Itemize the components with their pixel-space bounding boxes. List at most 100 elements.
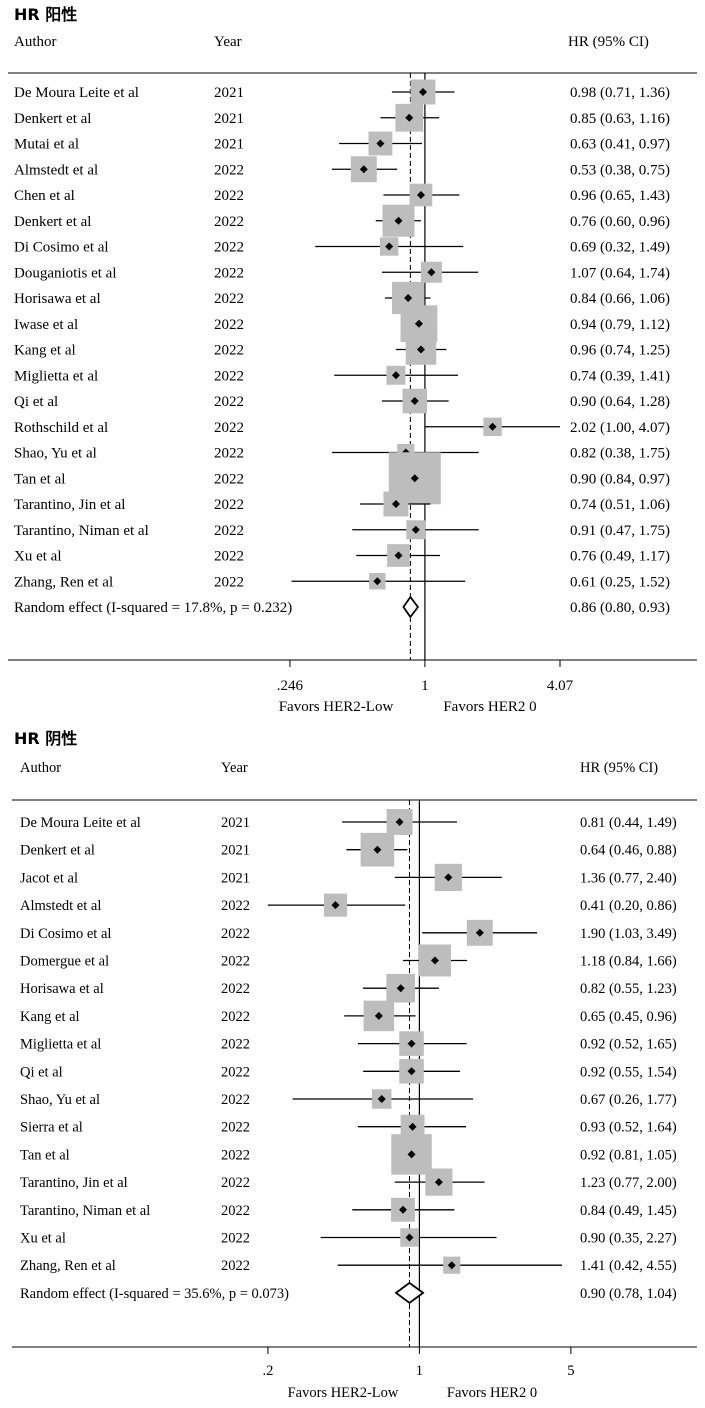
study-estimate-label: 0.41 (0.20, 0.86) — [580, 898, 677, 914]
study-year: 2022 — [221, 1231, 250, 1247]
study-estimate-label: 1.41 (0.42, 4.55) — [580, 1258, 677, 1274]
study-estimate-label: 0.65 (0.45, 0.96) — [580, 1009, 677, 1025]
study-estimate-label: 0.74 (0.39, 1.41) — [570, 368, 670, 384]
study-year: 2021 — [221, 870, 250, 886]
point-estimate-marker — [404, 294, 413, 302]
study-year: 2022 — [221, 1092, 250, 1108]
overall-estimate-label: 0.90 (0.78, 1.04) — [580, 1286, 677, 1302]
column-header-estimate: HR (95% CI) — [568, 34, 649, 50]
study-author: Qi et al — [20, 1064, 63, 1080]
column-header-year: Year — [221, 760, 248, 776]
study-author: Xu et al — [20, 1231, 66, 1247]
point-estimate-marker — [434, 1178, 443, 1187]
point-estimate-marker — [376, 139, 385, 148]
point-estimate-marker — [396, 984, 405, 993]
study-author: Di Cosimo et al — [20, 926, 111, 942]
study-author: Tarantino, Jin et al — [14, 497, 125, 513]
axis-tick-label: 5 — [567, 1363, 574, 1379]
study-author: Iwase et al — [14, 317, 78, 333]
study-estimate-label: 0.96 (0.74, 1.25) — [570, 343, 670, 359]
study-author: Tan et al — [20, 1147, 70, 1163]
point-estimate-marker — [359, 165, 368, 174]
study-year: 2022 — [221, 1037, 250, 1053]
point-estimate-marker — [391, 500, 400, 508]
study-estimate-label: 0.84 (0.66, 1.06) — [570, 291, 670, 307]
study-estimate-label: 0.82 (0.38, 1.75) — [570, 446, 670, 462]
study-estimate-label: 0.92 (0.55, 1.54) — [580, 1064, 677, 1080]
point-estimate-marker — [410, 474, 419, 483]
point-estimate-marker — [408, 1122, 417, 1131]
point-estimate-marker — [407, 1067, 416, 1076]
study-estimate-label: 0.98 (0.71, 1.36) — [570, 85, 670, 101]
study-author: Denkert et al — [20, 843, 95, 859]
study-year: 2022 — [221, 1147, 250, 1163]
study-estimate-label: 1.23 (0.77, 2.00) — [580, 1175, 677, 1191]
study-year: 2022 — [221, 926, 250, 942]
study-estimate-label: 0.64 (0.46, 0.88) — [580, 843, 677, 859]
study-year: 2022 — [221, 898, 250, 914]
study-year: 2021 — [214, 111, 244, 127]
study-year: 2022 — [214, 291, 244, 307]
study-year: 2022 — [221, 1064, 250, 1080]
axis-tick-label: .246 — [277, 678, 304, 694]
study-author: Sierra et al — [20, 1120, 83, 1136]
study-author: Tan et al — [14, 471, 65, 487]
study-author: De Moura Leite et al — [20, 815, 141, 831]
point-estimate-marker — [405, 113, 414, 122]
point-estimate-marker — [416, 345, 425, 354]
axis-tick-label: 1 — [421, 678, 429, 694]
study-year: 2022 — [221, 981, 250, 997]
study-year: 2022 — [221, 1203, 250, 1219]
forest-plot-hr-positive: HR 阳性 Author Year HR (95% CI) .246 1 4.07 Favor… — [8, 5, 697, 715]
point-estimate-marker — [414, 319, 423, 328]
study-estimate-label: 1.36 (0.77, 2.40) — [580, 870, 677, 886]
study-estimate-label: 0.90 (0.35, 2.27) — [580, 1231, 677, 1247]
study-estimate-label: 1.90 (1.03, 3.49) — [580, 926, 677, 942]
favors-left-label: Favors HER2-Low — [279, 699, 394, 715]
point-estimate-marker — [398, 1205, 407, 1214]
study-estimate-label: 0.84 (0.49, 1.45) — [580, 1203, 677, 1219]
study-year: 2022 — [221, 1258, 250, 1274]
study-estimate-label: 0.93 (0.52, 1.64) — [580, 1120, 677, 1136]
study-author: Tarantino, Niman et al — [14, 523, 149, 539]
study-estimate-label: 0.76 (0.60, 0.96) — [570, 214, 670, 230]
study-year: 2022 — [214, 471, 244, 487]
study-author: Zhang, Ren et al — [20, 1258, 116, 1274]
study-estimate-label: 0.91 (0.47, 1.75) — [570, 523, 670, 539]
point-estimate-marker — [407, 1150, 416, 1159]
axis-tick-label: 4.07 — [547, 678, 574, 694]
point-estimate-marker — [394, 551, 403, 560]
overall-effect-diamond — [402, 595, 420, 619]
favors-right-label: Favors HER2 0 — [447, 1385, 537, 1401]
point-estimate-marker — [395, 818, 404, 826]
study-author: Qi et al — [14, 394, 58, 410]
point-estimate-marker — [394, 216, 403, 225]
study-estimate-label: 0.82 (0.55, 1.23) — [580, 981, 677, 997]
study-estimate-label: 0.85 (0.63, 1.16) — [570, 111, 670, 127]
study-year: 2022 — [214, 574, 244, 590]
study-estimate-label: 0.67 (0.26, 1.77) — [580, 1092, 677, 1108]
point-estimate-marker — [416, 191, 425, 199]
study-year: 2022 — [214, 446, 244, 462]
study-author: Denkert et al — [14, 214, 91, 230]
point-estimate-marker — [405, 1233, 414, 1242]
study-estimate-label: 0.96 (0.65, 1.43) — [570, 188, 670, 204]
study-year: 2022 — [221, 1175, 250, 1191]
point-estimate-marker — [430, 956, 439, 965]
study-author: Tarantino, Niman et al — [20, 1203, 150, 1219]
overall-effect-diamond — [394, 1281, 425, 1305]
study-year: 2022 — [214, 240, 244, 256]
study-estimate-label: 0.74 (0.51, 1.06) — [570, 497, 670, 513]
study-author: Miglietta et al — [20, 1037, 101, 1053]
point-estimate-marker — [475, 928, 484, 937]
study-author: Miglietta et al — [14, 368, 98, 384]
study-author: Denkert et al — [14, 111, 91, 127]
panel-title: HR 阳性 — [14, 5, 77, 24]
overall-effect-label: Random effect (I-squared = 17.8%, p = 0.… — [14, 600, 292, 616]
overall-effect-label: Random effect (I-squared = 35.6%, p = 0.… — [20, 1286, 289, 1302]
study-author: Kang et al — [20, 1009, 80, 1025]
study-author: De Moura Leite et al — [14, 85, 139, 101]
study-year: 2022 — [221, 954, 250, 970]
study-estimate-label: 1.18 (0.84, 1.66) — [580, 954, 677, 970]
study-author: Mutai et al — [14, 137, 79, 153]
